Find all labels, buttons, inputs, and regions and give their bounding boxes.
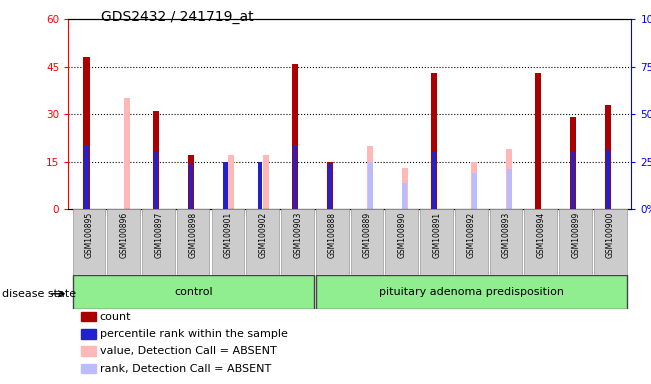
Bar [281,209,314,275]
Bar [605,105,611,209]
Bar [142,209,174,275]
Bar [490,209,522,275]
Text: percentile rank within the sample: percentile rank within the sample [100,329,288,339]
Bar [432,152,436,209]
Bar [385,209,418,275]
Text: count: count [100,312,131,322]
Bar [431,73,437,209]
Bar [246,209,279,275]
Bar [455,209,488,275]
Text: GSM100895: GSM100895 [85,212,94,258]
Text: GSM100899: GSM100899 [572,212,580,258]
Bar [262,156,269,209]
Text: value, Detection Call = ABSENT: value, Detection Call = ABSENT [100,346,277,356]
Text: GSM100894: GSM100894 [536,212,546,258]
Bar [525,209,557,275]
Bar [367,146,373,209]
Text: GDS2432 / 241719_at: GDS2432 / 241719_at [101,10,253,23]
Bar [107,209,140,275]
Text: GSM100898: GSM100898 [189,212,198,258]
Bar [258,162,262,209]
Bar [605,151,610,209]
Text: GSM100900: GSM100900 [606,212,615,258]
Bar [153,111,159,209]
Bar [223,162,228,209]
Text: control: control [174,287,213,297]
Text: GSM100890: GSM100890 [398,212,407,258]
Text: GSM100893: GSM100893 [502,212,511,258]
Bar [316,209,348,275]
Bar [351,209,383,275]
Bar [327,162,333,209]
Bar [471,162,477,209]
Text: GSM100897: GSM100897 [154,212,163,258]
Bar [154,152,158,209]
Bar [189,164,193,209]
Bar [506,169,512,209]
Bar [72,275,314,309]
Bar [420,209,453,275]
Bar [72,209,105,275]
Bar [571,152,575,209]
Text: GSM100891: GSM100891 [432,212,441,258]
Text: rank, Detection Call = ABSENT: rank, Detection Call = ABSENT [100,364,271,374]
Text: GSM100901: GSM100901 [224,212,233,258]
Bar [559,209,592,275]
Bar [228,156,234,209]
Bar [292,64,298,209]
Bar [85,145,89,209]
Bar [293,145,297,209]
Bar [316,275,628,309]
Bar [594,209,627,275]
Bar [177,209,210,275]
Bar [212,209,244,275]
Text: GSM100902: GSM100902 [258,212,268,258]
Text: disease state: disease state [2,289,76,299]
Bar [368,162,372,209]
Text: GSM100892: GSM100892 [467,212,476,258]
Bar [472,173,477,209]
Bar [83,57,90,209]
Bar [187,156,194,209]
Text: pituitary adenoma predisposition: pituitary adenoma predisposition [379,287,564,297]
Text: GSM100888: GSM100888 [328,212,337,258]
Bar [506,149,512,209]
Bar [402,168,408,209]
Bar [327,164,332,209]
Bar [124,98,130,209]
Bar [402,183,408,209]
Text: GSM100896: GSM100896 [120,212,128,258]
Text: GSM100903: GSM100903 [293,212,302,258]
Bar [535,73,542,209]
Bar [570,118,576,209]
Text: GSM100889: GSM100889 [363,212,372,258]
